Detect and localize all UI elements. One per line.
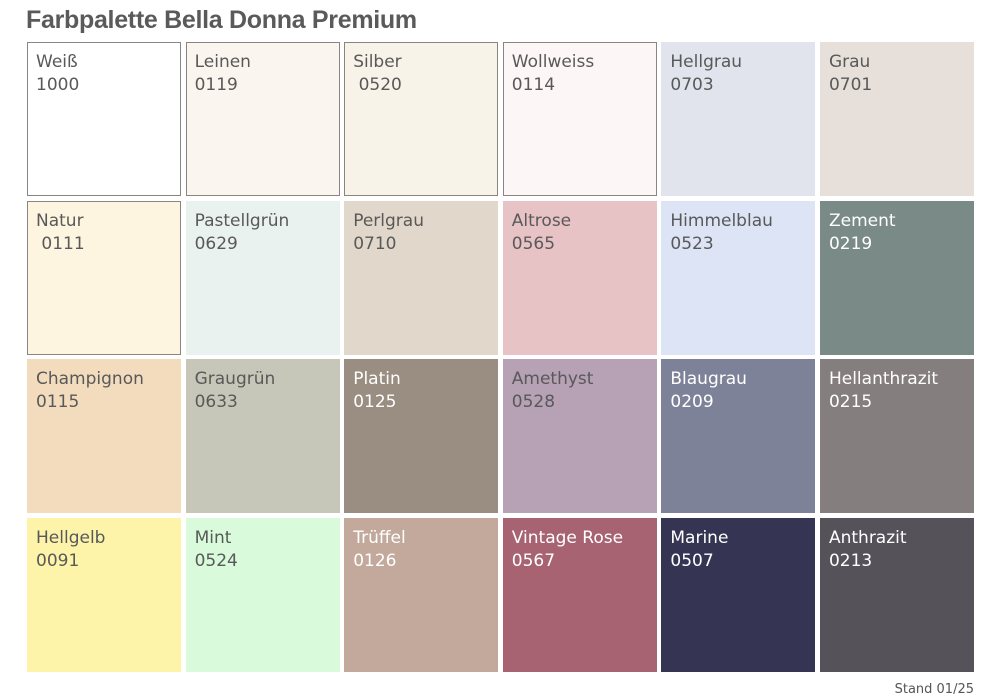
color-name: Himmelblau [670,210,773,231]
color-code: 0520 [353,75,402,95]
color-code: 1000 [36,75,80,95]
color-code: 0219 [828,233,873,254]
color-code: 0209 [670,392,714,413]
color-swatch: Silber 0520 [344,42,499,196]
color-name: Silber [353,52,402,72]
color-swatch: Anthrazit 0213 [819,517,974,672]
color-swatch: Hellgelb 0091 [27,517,181,672]
color-name: Hellgelb [36,527,106,548]
color-name: Pastellgrün [194,210,290,231]
color-code: 0125 [353,392,397,413]
color-name: Platin [353,369,401,390]
color-code: 0119 [194,75,238,95]
color-swatch: Mint 0524 [185,517,340,672]
page-title: Farbpalette Bella Donna Premium [26,6,417,34]
color-swatch: Champignon 0115 [27,359,181,514]
color-code: 0114 [511,75,556,95]
color-name: Zement [828,210,896,231]
color-swatch: Vintage Rose 0567 [502,517,657,672]
color-name: Grau [828,52,871,72]
color-name: Perlgrau [353,210,424,231]
color-code: 0633 [194,392,238,413]
color-name: Wollweiss [511,52,595,72]
color-code: 0701 [828,75,873,95]
color-code: 0126 [353,550,397,571]
color-name: Altrose [511,210,572,231]
color-swatch: Pastellgrün 0629 [185,200,340,355]
color-name: Hellanthrazit [828,369,939,390]
color-name: Leinen [194,52,251,72]
color-swatch-grid: Weiß 1000 Leinen 0119 Silber 0520 Wollweiss 01… [27,42,974,672]
color-swatch: Platin 0125 [344,359,499,514]
color-name: Champignon [36,369,144,390]
color-name: Natur [36,210,84,231]
color-code: 0523 [670,233,714,254]
color-swatch: Marine 0507 [661,517,816,672]
color-swatch: Perlgrau 0710 [344,200,499,355]
color-name: Hellgrau [670,52,743,72]
color-name: Amethyst [511,369,594,390]
color-name: Graugrün [194,369,276,390]
color-swatch: Altrose 0565 [502,200,657,355]
color-code: 0567 [511,550,556,571]
color-swatch: Amethyst 0528 [502,359,657,514]
color-code: 0703 [670,75,714,95]
color-swatch: Weiß 1000 [27,42,181,196]
color-swatch: Leinen 0119 [185,42,340,196]
color-swatch: Natur 0111 [27,200,181,355]
color-code: 0213 [828,550,873,571]
color-name: Vintage Rose [511,527,624,548]
color-swatch: Trüffel 0126 [344,517,499,672]
color-name: Weiß [36,52,78,72]
color-swatch: Blaugrau 0209 [661,359,816,514]
color-swatch: Hellgrau 0703 [661,42,816,196]
color-swatch: Hellanthrazit 0215 [819,359,974,514]
color-code: 0215 [828,392,873,413]
color-name: Marine [670,527,729,548]
color-swatch: Himmelblau 0523 [661,200,816,355]
color-name: Anthrazit [828,527,907,548]
color-swatch: Grau 0701 [819,42,974,196]
color-code: 0565 [511,233,556,254]
color-code: 0524 [194,550,238,571]
color-name: Mint [194,527,232,548]
version-stamp: Stand 01/25 [894,682,974,697]
color-code: 0091 [36,550,80,571]
color-code: 0115 [36,392,80,413]
color-code: 0710 [353,233,397,254]
color-swatch: Graugrün 0633 [185,359,340,514]
color-swatch: Zement 0219 [819,200,974,355]
color-code: 0629 [194,233,238,254]
color-code: 0528 [511,392,556,413]
color-code: 0507 [670,550,714,571]
color-name: Blaugrau [670,369,747,390]
color-code: 0111 [36,233,85,254]
color-swatch: Wollweiss 0114 [502,42,657,196]
color-name: Trüffel [353,527,406,548]
